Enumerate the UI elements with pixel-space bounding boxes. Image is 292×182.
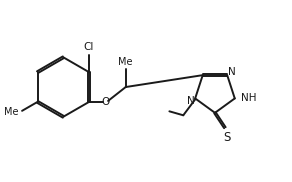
Text: NH: NH: [241, 93, 257, 103]
Text: Me: Me: [119, 57, 133, 67]
Text: N: N: [187, 96, 194, 106]
Text: N: N: [228, 67, 236, 77]
Text: O: O: [102, 97, 110, 107]
Text: Me: Me: [4, 107, 18, 117]
Text: Cl: Cl: [84, 42, 94, 52]
Text: S: S: [223, 131, 231, 144]
